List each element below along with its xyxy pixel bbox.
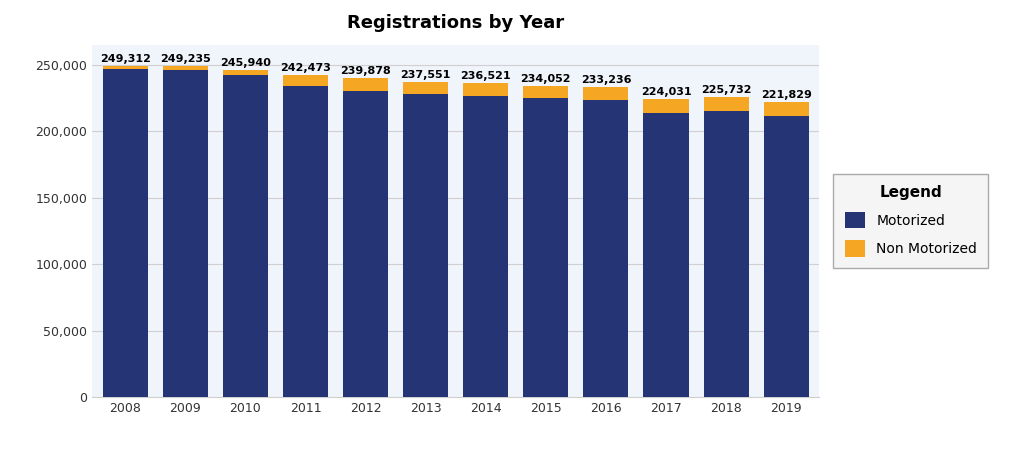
- Bar: [523, 98, 568, 397]
- Bar: [403, 94, 449, 397]
- Bar: [584, 87, 629, 100]
- Text: 242,473: 242,473: [280, 63, 331, 73]
- Bar: [102, 69, 147, 397]
- Title: Registrations by Year: Registrations by Year: [347, 14, 564, 32]
- Bar: [643, 100, 688, 114]
- Bar: [283, 86, 328, 397]
- Bar: [703, 97, 749, 111]
- Legend: Motorized, Non Motorized: Motorized, Non Motorized: [834, 175, 988, 267]
- Bar: [283, 75, 328, 86]
- Bar: [764, 116, 809, 397]
- Bar: [584, 100, 629, 397]
- Bar: [643, 114, 688, 397]
- Text: 233,236: 233,236: [581, 75, 631, 85]
- Bar: [223, 75, 268, 397]
- Text: 225,732: 225,732: [700, 85, 752, 95]
- Text: 234,052: 234,052: [520, 74, 571, 84]
- Text: 249,312: 249,312: [99, 54, 151, 64]
- Bar: [403, 82, 449, 94]
- Bar: [163, 70, 208, 397]
- Text: 221,829: 221,829: [761, 90, 812, 101]
- Text: 237,551: 237,551: [400, 69, 451, 79]
- Bar: [223, 70, 268, 75]
- Bar: [343, 91, 388, 397]
- Bar: [523, 86, 568, 98]
- Bar: [463, 96, 508, 397]
- Text: 239,878: 239,878: [340, 66, 391, 77]
- Text: 245,940: 245,940: [220, 59, 270, 69]
- Bar: [163, 66, 208, 70]
- Bar: [463, 83, 508, 96]
- Text: 224,031: 224,031: [641, 87, 691, 97]
- Bar: [703, 111, 749, 397]
- Bar: [764, 102, 809, 116]
- Bar: [102, 66, 147, 69]
- Bar: [343, 78, 388, 91]
- Text: 236,521: 236,521: [461, 71, 511, 81]
- Text: 249,235: 249,235: [160, 54, 211, 64]
